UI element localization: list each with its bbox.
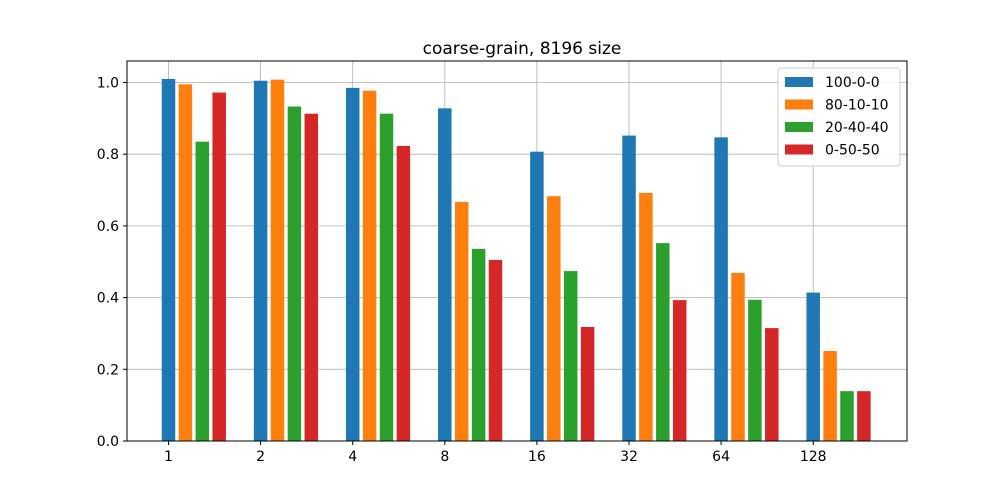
bar-100-0-0-1 — [161, 78, 176, 441]
bar-0-50-50-1 — [212, 92, 226, 441]
bar-0-50-50-2 — [304, 113, 319, 441]
y-tick-label: 0.4 — [97, 291, 119, 307]
legend-label-80-10-10: 80-10-10 — [825, 98, 889, 114]
x-tick-label: 4 — [348, 449, 357, 465]
bar-20-40-40-2 — [287, 106, 302, 441]
bar-20-40-40-4 — [379, 113, 394, 441]
plot-frame — [126, 60, 908, 442]
bar-20-40-40-8 — [471, 248, 486, 441]
bar-100-0-0-16 — [530, 151, 544, 441]
legend-swatch-20-40-40 — [785, 122, 813, 132]
bar-80-10-10-128 — [823, 351, 837, 441]
legend-label-100-0-0: 100-0-0 — [825, 75, 880, 91]
bar-100-0-0-2 — [253, 80, 268, 441]
x-tick-label: 16 — [528, 449, 546, 465]
y-tick-label: 0.0 — [97, 434, 119, 450]
bar-80-10-10-8 — [454, 201, 469, 441]
bar-80-10-10-1 — [178, 84, 193, 442]
bar-80-10-10-2 — [270, 79, 285, 441]
legend-box — [777, 67, 901, 167]
bar-20-40-40-32 — [656, 243, 670, 441]
legend-label-20-40-40: 20-40-40 — [825, 120, 889, 136]
bar-100-0-0-4 — [345, 87, 360, 442]
legend-swatch-80-10-10 — [785, 99, 813, 110]
bar-80-10-10-32 — [639, 192, 653, 441]
bar-80-10-10-16 — [547, 196, 561, 441]
bar-20-40-40-64 — [748, 299, 762, 441]
legend-swatch-0-50-50 — [785, 144, 813, 155]
x-tick-label: 128 — [800, 449, 827, 465]
bar-0-50-50-4 — [396, 145, 411, 441]
bar-80-10-10-64 — [731, 272, 745, 441]
bar-20-40-40-1 — [195, 141, 210, 441]
y-tick-label: 0.2 — [97, 362, 119, 378]
bar-100-0-0-32 — [622, 135, 636, 441]
bar-0-50-50-64 — [765, 328, 779, 441]
bars — [161, 78, 871, 442]
bar-0-50-50-8 — [488, 259, 503, 441]
chart-title: coarse-grain, 8196 size — [423, 39, 622, 59]
legend-swatch-100-0-0 — [785, 77, 813, 87]
bar-0-50-50-16 — [580, 327, 595, 441]
bar-80-10-10-4 — [362, 90, 377, 442]
y-tick-label: 0.8 — [97, 147, 119, 163]
x-tick-label: 1 — [164, 449, 173, 465]
bar-20-40-40-128 — [840, 391, 854, 441]
legend: 100-0-0 80-10-10 20-40-40 0-50-50 — [777, 67, 901, 167]
bar-100-0-0-64 — [714, 137, 728, 441]
x-tick-label: 64 — [712, 449, 730, 465]
y-tick-label: 1.0 — [97, 76, 119, 92]
bar-20-40-40-16 — [563, 271, 578, 441]
axes: 0.0 0.2 0.4 0.6 0.8 1.0 1 2 4 8 16 32 64 128 — [97, 76, 827, 465]
y-tick-label: 0.6 — [97, 219, 119, 235]
bar-0-50-50-32 — [672, 300, 687, 441]
x-tick-label: 2 — [256, 449, 265, 465]
x-tick-label: 32 — [620, 449, 638, 465]
x-tick-label: 8 — [440, 449, 449, 465]
bar-0-50-50-128 — [857, 391, 871, 441]
bar-100-0-0-8 — [438, 108, 452, 442]
bar-100-0-0-128 — [806, 292, 820, 441]
legend-label-0-50-50: 0-50-50 — [825, 143, 880, 159]
